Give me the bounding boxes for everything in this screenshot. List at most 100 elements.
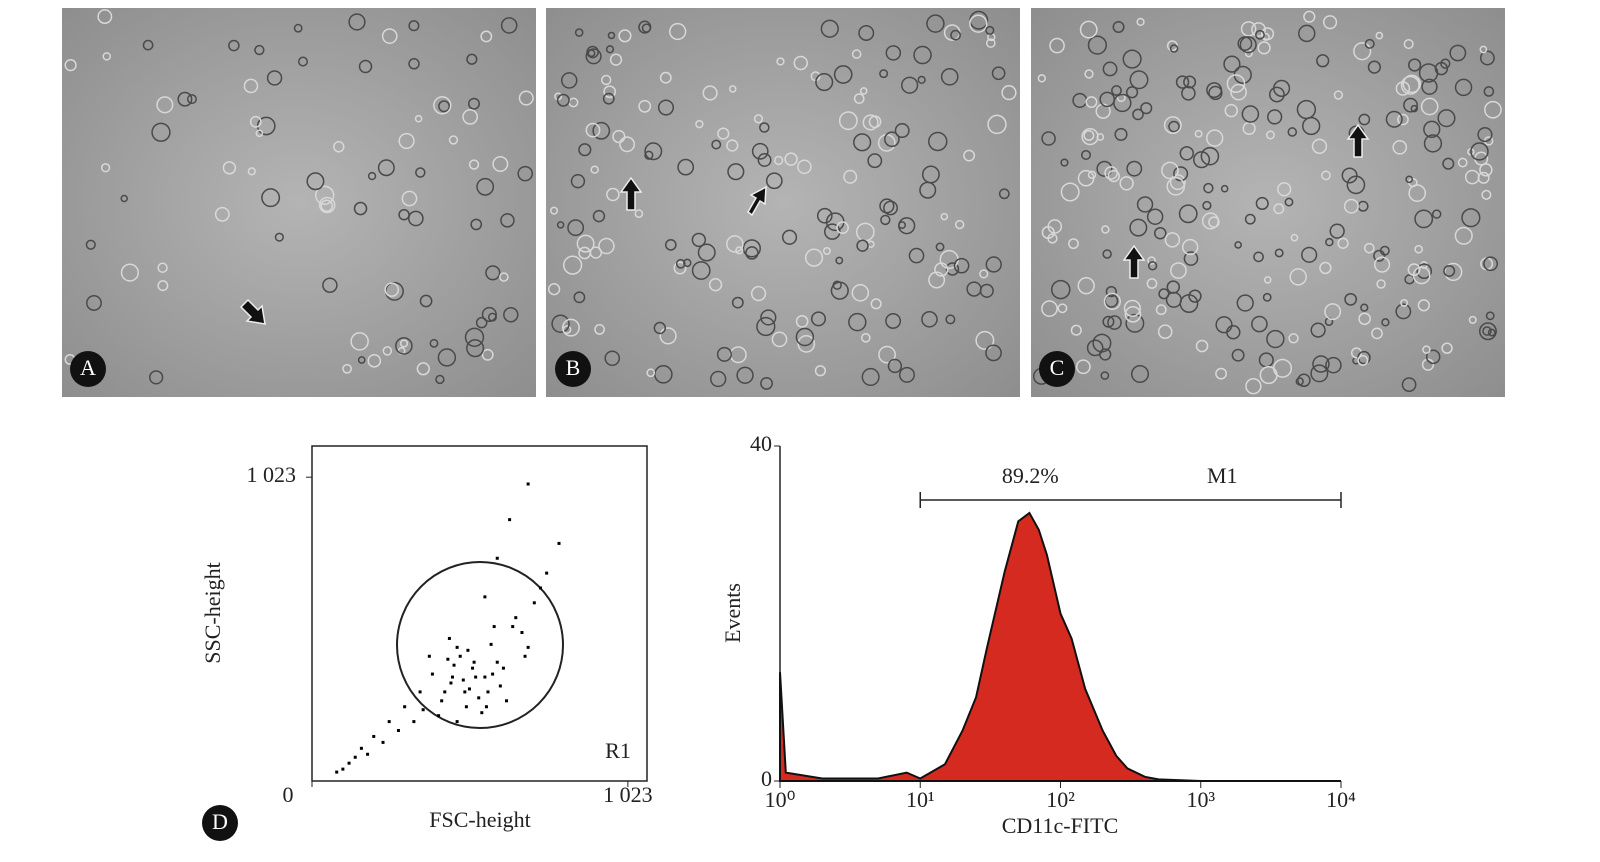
histogram (779, 511, 1341, 782)
cell (551, 314, 570, 333)
cell (1060, 182, 1080, 202)
cell (664, 238, 677, 251)
cell (726, 139, 739, 152)
cell (318, 196, 336, 214)
cell (1251, 315, 1268, 333)
cell (870, 298, 882, 310)
cell (885, 45, 902, 61)
cell (1200, 146, 1220, 166)
cell (1163, 116, 1182, 134)
cell (1483, 86, 1495, 97)
cell (1454, 226, 1473, 245)
cell (1169, 44, 1179, 53)
cell (953, 257, 970, 274)
cell (1479, 163, 1493, 177)
cell (691, 261, 711, 280)
cell (435, 374, 445, 385)
cell (1408, 184, 1427, 203)
cell (1119, 176, 1134, 191)
cell (1482, 326, 1492, 336)
cell (594, 324, 605, 335)
cell (1420, 97, 1439, 116)
cell (797, 334, 816, 353)
cell (987, 114, 1007, 135)
cell (1255, 196, 1269, 211)
cell (358, 59, 373, 74)
cell (1140, 102, 1153, 115)
cell (814, 365, 826, 377)
cell (985, 38, 996, 48)
cell (1086, 339, 1104, 357)
cell (448, 135, 459, 145)
cell (1220, 184, 1229, 193)
cell (1481, 189, 1492, 200)
cell (573, 291, 586, 304)
cell (1319, 261, 1332, 275)
y-axis-label: Events (720, 583, 745, 643)
cell (1353, 42, 1372, 61)
cell (815, 73, 834, 92)
cell (1274, 248, 1284, 258)
cell (1103, 292, 1122, 311)
cell (898, 366, 915, 383)
cell (1470, 142, 1489, 161)
cell (1255, 29, 1265, 40)
cell (586, 45, 599, 59)
cell (1215, 367, 1228, 380)
cell (1311, 138, 1328, 154)
cell (1077, 277, 1095, 295)
cell (470, 218, 483, 231)
dot (532, 601, 536, 605)
cell (853, 133, 872, 152)
dot (455, 720, 459, 724)
cell (1195, 339, 1209, 353)
panel-label: D (212, 809, 228, 834)
cell (913, 45, 932, 65)
cell (605, 45, 615, 54)
cell (858, 24, 875, 41)
dot-plot-frame (311, 445, 648, 782)
cell (1268, 86, 1285, 103)
cell (1083, 129, 1095, 141)
cell (797, 159, 812, 175)
cell (646, 368, 656, 378)
x-tick-label: 10⁴ (1326, 787, 1356, 812)
cell (1041, 131, 1056, 146)
x-tick-label: 1 023 (603, 782, 653, 807)
cell (1324, 303, 1342, 321)
cell (1321, 170, 1331, 181)
cell (862, 114, 879, 131)
cell (414, 114, 423, 123)
cell (429, 338, 439, 348)
panel-label: A (80, 355, 96, 380)
cell (468, 159, 480, 170)
cell (979, 269, 989, 279)
cell (1358, 113, 1371, 126)
cell (657, 99, 675, 116)
dot (557, 541, 561, 545)
cell (742, 239, 761, 258)
dot (455, 645, 459, 649)
cell (398, 132, 415, 150)
cell (1416, 263, 1433, 279)
cell (1400, 298, 1409, 307)
cell (590, 165, 599, 174)
cell (1440, 58, 1451, 69)
cell (851, 284, 870, 302)
cell (468, 97, 480, 110)
cell (1100, 371, 1110, 380)
cell (419, 294, 433, 308)
cell (835, 256, 844, 265)
cell (879, 69, 889, 79)
dot (474, 675, 478, 679)
cell (1168, 120, 1180, 133)
dot (501, 666, 505, 670)
cell (1373, 256, 1391, 273)
cell (314, 185, 335, 205)
cell (702, 85, 718, 101)
x-tick-label: 10¹ (906, 787, 935, 812)
cell (1060, 158, 1069, 167)
arrow (747, 185, 767, 217)
cell (499, 272, 509, 282)
